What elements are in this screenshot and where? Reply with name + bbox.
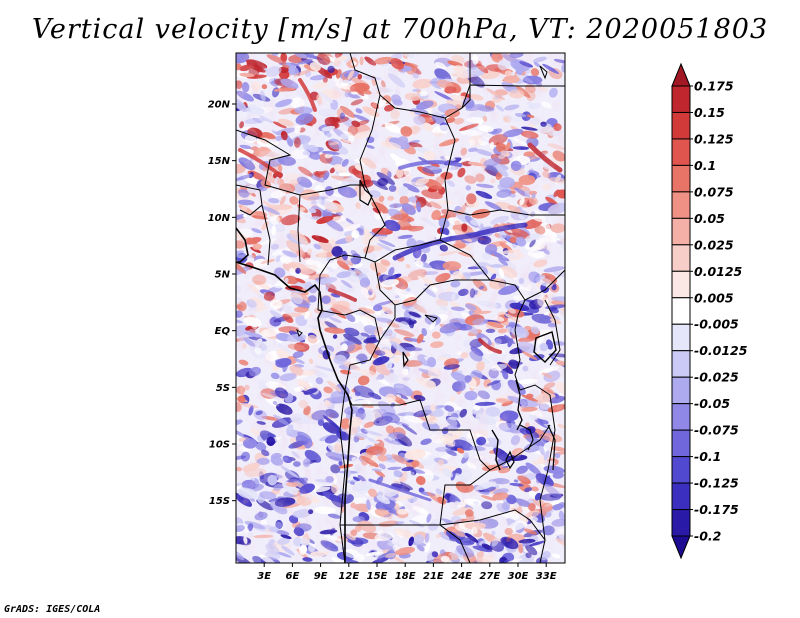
- colorbar-label: 0.05: [694, 211, 725, 226]
- lat-label: 10S: [209, 440, 230, 451]
- longitude-axis: 3E 6E 9E 12E 15E 18E 21E 24E 27E 30E 33E: [257, 563, 557, 582]
- colorbar-segment: [671, 350, 691, 378]
- lon-label: 15E: [367, 571, 388, 582]
- colorbar-label: -0.125: [694, 476, 739, 491]
- lat-label: 20N: [208, 100, 231, 111]
- colorbar-label: 0.025: [694, 237, 734, 252]
- texture-overlay: [236, 53, 565, 563]
- colorbar-segment: [671, 456, 691, 484]
- lon-label: 18E: [395, 571, 416, 582]
- colorbar-label: 0.175: [694, 79, 734, 94]
- colorbar-label: 0.1: [694, 158, 716, 173]
- lon-label: 24E: [451, 571, 472, 582]
- lat-label: 10N: [208, 213, 231, 224]
- colorbar-label: -0.2: [694, 529, 721, 544]
- lon-label: 21E: [423, 571, 444, 582]
- colorbar-label: 0.15: [694, 105, 725, 120]
- lon-label: 33E: [536, 571, 557, 582]
- colorbar-segment: [671, 297, 691, 325]
- colorbar-segment: [671, 244, 691, 272]
- map-title: Vertical velocity [m/s] at 700hPa, VT: 2…: [31, 14, 769, 45]
- colorbar-bottom-arrow: [671, 535, 691, 560]
- colorbar-segment: [671, 482, 691, 511]
- lon-label: 6E: [286, 571, 300, 582]
- colorbar-segment: [671, 85, 691, 113]
- colorbar-label: -0.175: [694, 502, 739, 517]
- lon-label: 3E: [257, 571, 271, 582]
- colorbar: 0.175 0.15 0.125 0.1 0.075 0.05 0.025 0.0125 0.0…: [671, 62, 748, 560]
- lat-label: 15S: [209, 496, 230, 507]
- colorbar-segment: [671, 164, 691, 193]
- colorbar-label: 0.125: [694, 131, 734, 146]
- colorbar-segment: [671, 111, 691, 140]
- colorbar-segment: [671, 217, 691, 246]
- lon-label: 9E: [314, 571, 328, 582]
- lat-label: 5N: [215, 270, 231, 281]
- country-borders: [236, 53, 565, 563]
- lon-label: 30E: [508, 571, 529, 582]
- colorbar-top-arrow: [671, 62, 691, 87]
- colorbar-label: 0.0125: [694, 264, 743, 279]
- map-frame: [235, 52, 566, 564]
- lat-label: EQ: [215, 326, 231, 337]
- colorbar-label: -0.0125: [694, 343, 748, 358]
- colorbar-label: -0.005: [694, 317, 739, 332]
- colorbar-label: -0.05: [694, 396, 730, 411]
- colorbar-label: 0.075: [694, 184, 734, 199]
- colorbar-segment: [671, 403, 691, 431]
- colorbar-label: -0.075: [694, 423, 739, 438]
- colorbar-segment: [671, 138, 691, 166]
- latitude-axis: 20N 15N 10N 5N EQ 5S 10S 15S: [208, 100, 236, 507]
- colorbar-segment: [671, 270, 691, 299]
- colorbar-segment: [671, 191, 691, 219]
- coastline: [236, 65, 556, 563]
- colorbar-label: -0.1: [694, 449, 721, 464]
- colorbar-label: 0.005: [694, 290, 734, 305]
- grads-credit: GrADS: IGES/COLA: [4, 604, 101, 615]
- colorbar-segment: [671, 323, 691, 352]
- lat-label: 15N: [208, 156, 231, 167]
- lon-label: 27E: [479, 571, 500, 582]
- colorbar-label: -0.025: [694, 370, 739, 385]
- colorbar-segment: [671, 429, 691, 458]
- lat-label: 5S: [216, 383, 230, 394]
- colorbar-segment: [671, 376, 691, 405]
- colorbar-segment: [671, 509, 691, 537]
- lon-label: 12E: [338, 571, 359, 582]
